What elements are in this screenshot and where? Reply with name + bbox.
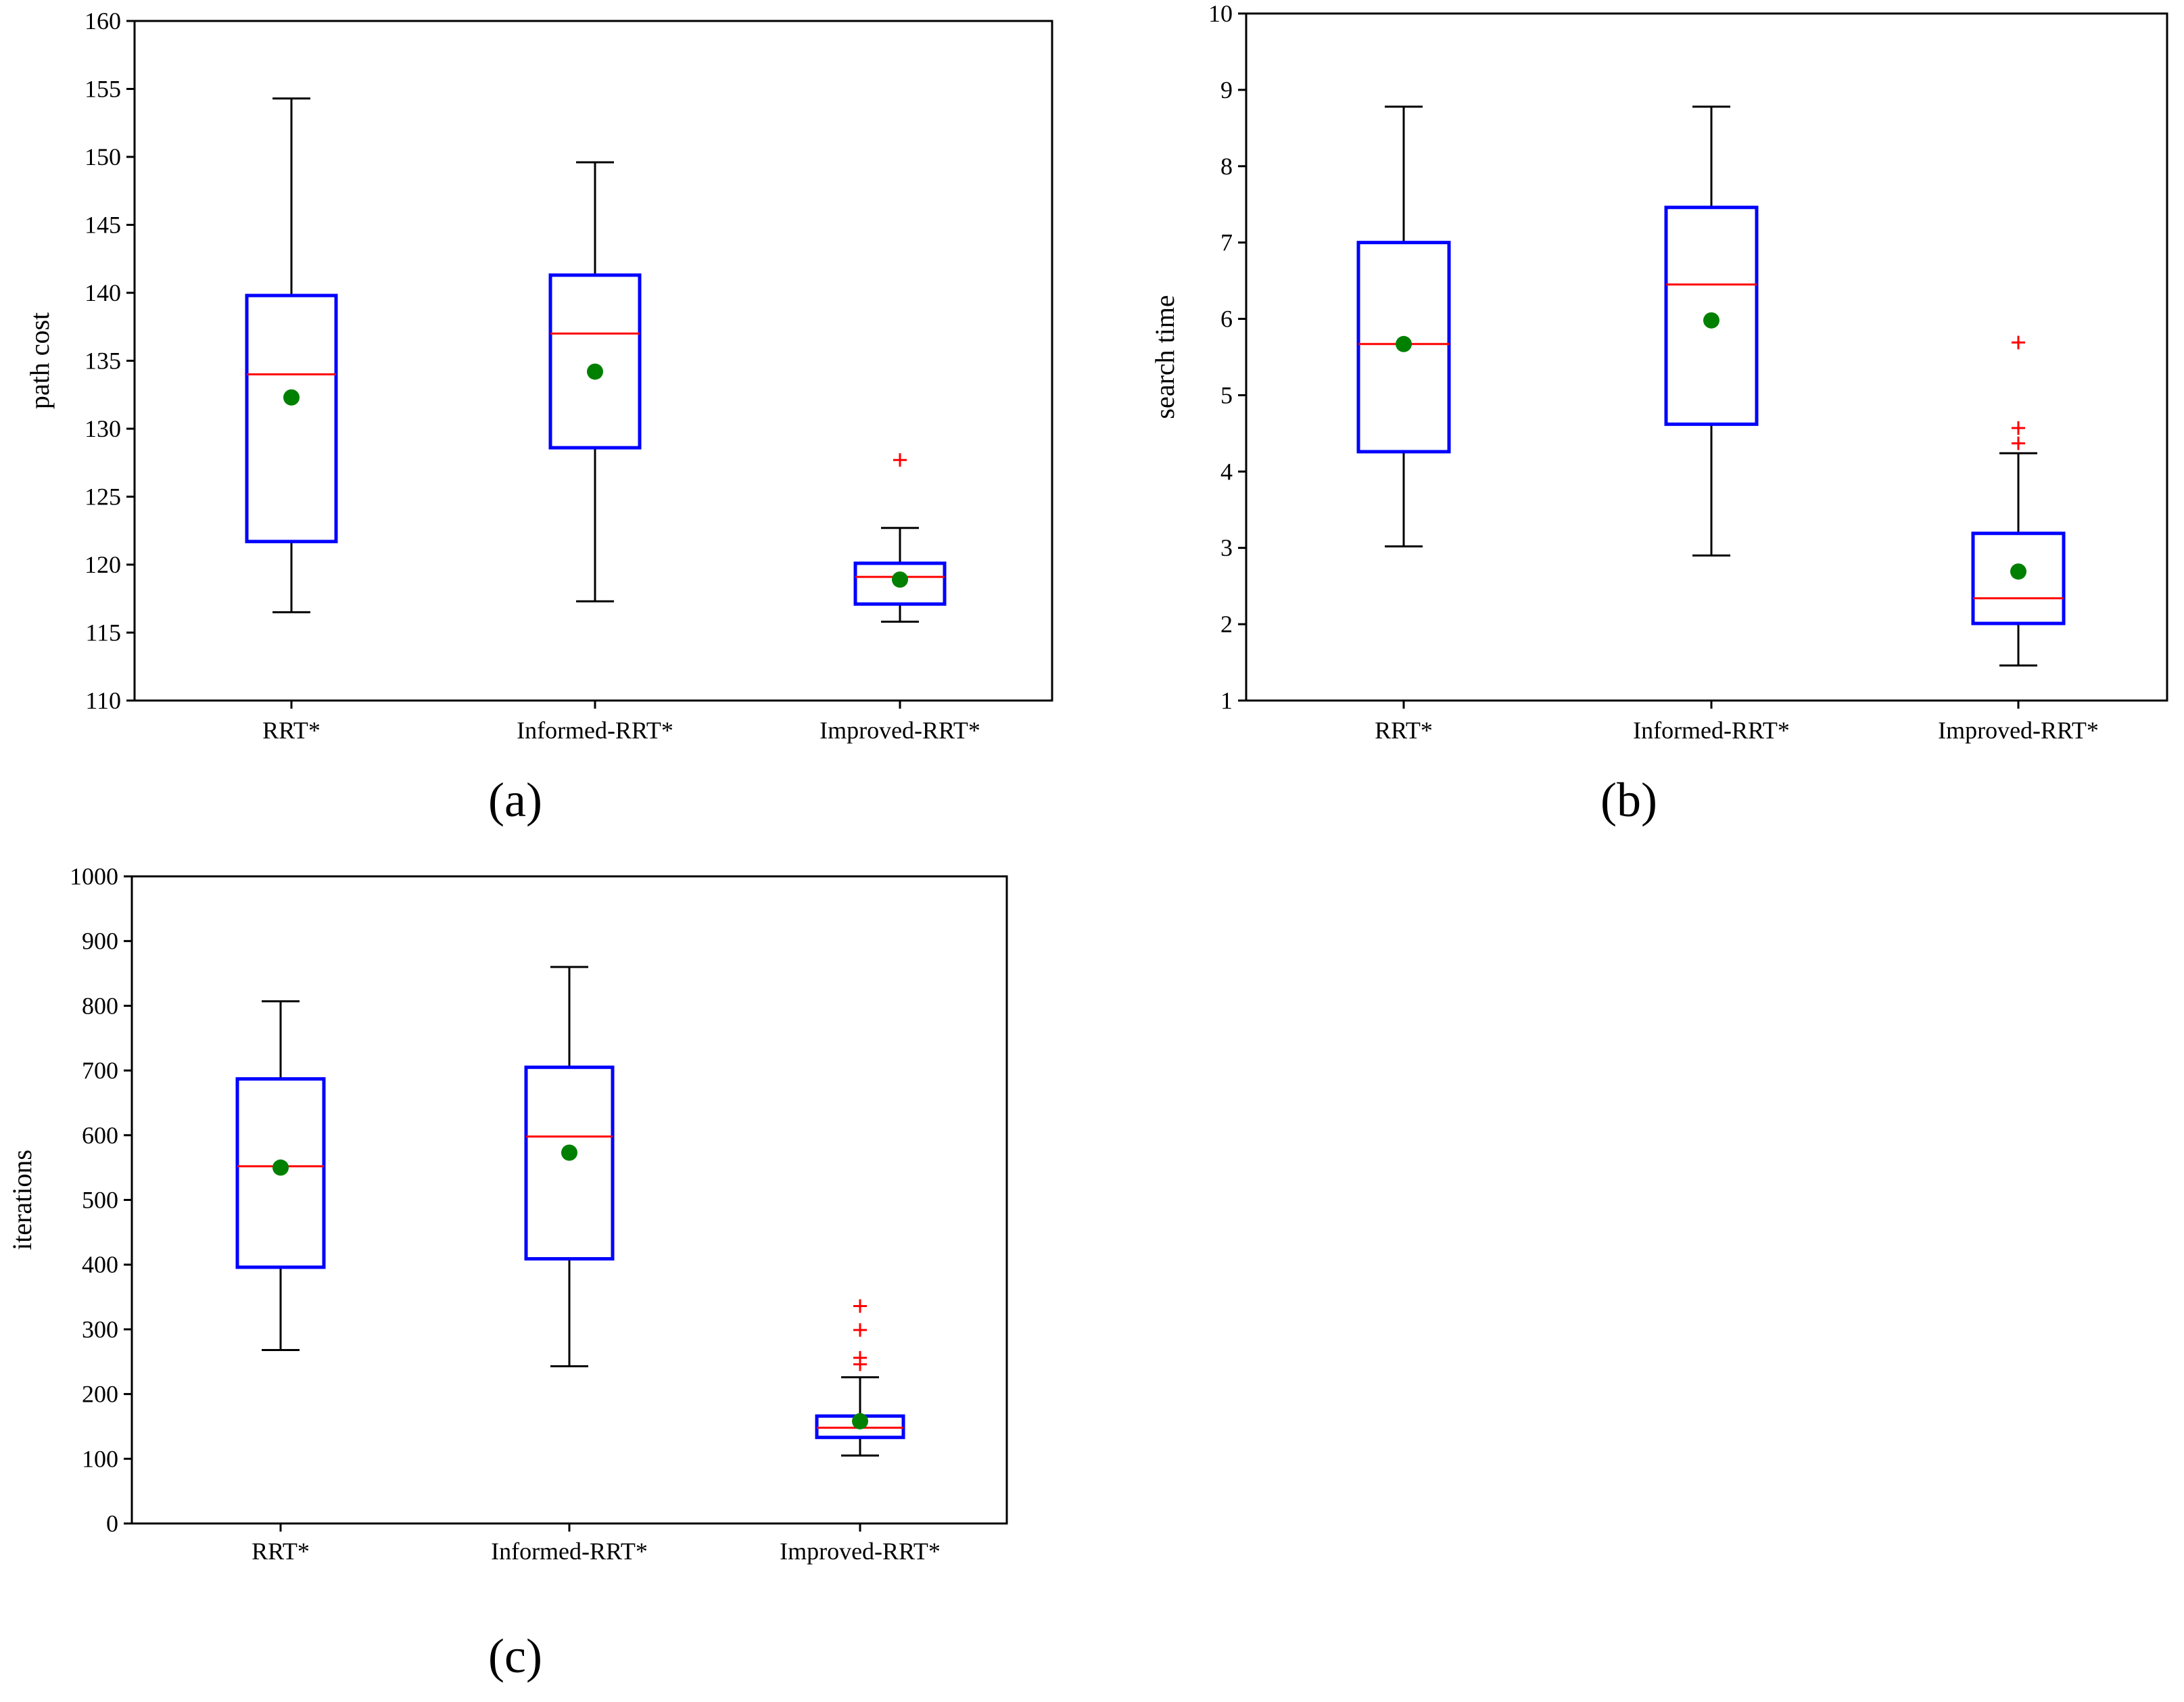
y-tick-label: 100 (82, 1445, 118, 1472)
y-tick-label: 400 (82, 1251, 118, 1278)
y-axis-title: iterations (7, 1150, 37, 1250)
mean-marker (2010, 563, 2026, 580)
y-tick-label: 500 (82, 1187, 118, 1214)
y-tick-label: 200 (82, 1381, 118, 1408)
y-tick-label: 160 (85, 7, 121, 34)
y-tick-label: 125 (85, 483, 121, 511)
x-tick-label: Improved-RRT* (780, 1538, 941, 1565)
mean-marker (1703, 312, 1719, 329)
outlier-marker (2012, 436, 2025, 450)
outlier-marker (853, 1299, 867, 1313)
y-tick-label: 7 (1220, 229, 1233, 256)
y-tick-label: 4 (1220, 458, 1233, 485)
y-tick-label: 135 (85, 348, 121, 375)
panel-b-search-time: 1 2 3 4 5 6 7 8 9 10 search time RRT* Informed-RRT* I… (1149, 0, 2168, 827)
y-tick-label: 6 (1220, 306, 1233, 333)
panel-label: (b) (1600, 773, 1657, 827)
y-axis-title: path cost (24, 312, 55, 409)
outlier-marker (893, 453, 907, 467)
outlier-marker (2012, 335, 2025, 350)
y-tick-label: 10 (1208, 0, 1233, 27)
box-group (853, 453, 947, 623)
mean-marker (272, 1159, 289, 1176)
y-tick-label: 120 (85, 551, 121, 578)
box-group (524, 966, 615, 1367)
y-tick-label: 700 (82, 1057, 118, 1084)
box-group (1664, 105, 1759, 557)
y-tick-label: 150 (85, 143, 121, 170)
outlier-marker (853, 1351, 867, 1365)
box-group (245, 97, 338, 613)
y-tick-label: 9 (1220, 76, 1233, 103)
y-tick-label: 155 (85, 76, 121, 103)
outlier-marker (853, 1323, 867, 1337)
y-tick-label: 800 (82, 992, 118, 1019)
mean-marker (1396, 335, 1412, 352)
x-tick-label: Informed-RRT* (1633, 717, 1790, 744)
mean-marker (892, 571, 908, 588)
y-tick-label: 900 (82, 928, 118, 955)
iqr-box (1664, 206, 1759, 426)
mean-marker (852, 1413, 868, 1429)
box-group (548, 161, 642, 602)
x-tick-label: Informed-RRT* (517, 717, 673, 744)
y-tick-label: 8 (1220, 153, 1233, 180)
y-tick-label: 2 (1220, 611, 1233, 638)
panel-label: (c) (488, 1629, 542, 1683)
box-group (235, 1000, 326, 1352)
box-group (815, 1299, 905, 1457)
y-tick-label: 600 (82, 1122, 118, 1149)
x-tick-label: RRT* (262, 717, 321, 744)
x-tick-label: Informed-RRT* (491, 1538, 648, 1565)
y-tick-label: 5 (1220, 381, 1233, 408)
mean-marker (561, 1144, 577, 1161)
y-tick-label: 140 (85, 279, 121, 306)
y-tick-label: 1000 (70, 863, 118, 890)
outlier-marker (2012, 421, 2025, 435)
panel-label: (a) (488, 773, 542, 827)
plot-frame (1245, 12, 2168, 702)
y-axis-title: search time (1149, 295, 1180, 419)
mean-marker (283, 389, 300, 406)
x-tick-label: RRT* (1375, 717, 1433, 744)
y-tick-label: 110 (85, 687, 121, 714)
x-tick-label: Improved-RRT* (1938, 717, 2099, 744)
y-tick-label: 130 (85, 415, 121, 442)
box-group (1356, 105, 1451, 548)
y-tick-label: 3 (1220, 534, 1233, 561)
x-tick-label: Improved-RRT* (820, 717, 980, 744)
y-tick-label: 0 (106, 1510, 118, 1537)
iqr-box (548, 273, 642, 450)
panel-a-path-cost: 110 115 120 125 130 135 140 145 150 155 160 path co… (24, 7, 1053, 827)
y-tick-label: 300 (82, 1316, 118, 1343)
iqr-box (524, 1065, 615, 1261)
y-tick-label: 1 (1220, 687, 1233, 714)
mean-marker (587, 363, 603, 380)
panel-c-iterations: 0 100 200 300 400 500 600 700 800 900 1000 iteratio… (7, 863, 1008, 1683)
x-tick-label: RRT* (252, 1538, 310, 1565)
iqr-box (245, 293, 338, 544)
y-tick-label: 115 (85, 619, 121, 646)
box-group (1971, 335, 2066, 667)
y-tick-label: 145 (85, 212, 121, 239)
